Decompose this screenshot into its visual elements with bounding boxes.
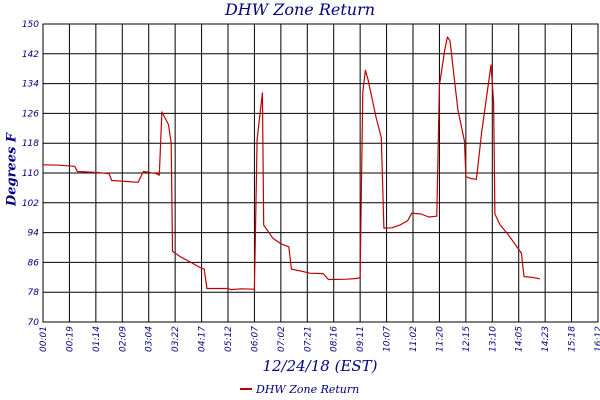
x-tick-label: 11:20 — [435, 326, 445, 352]
x-tick-label: 07:02 — [277, 326, 287, 352]
legend: DHW Zone Return — [240, 381, 359, 397]
x-tick-label: 15:18 — [568, 326, 578, 352]
x-tick-label: 12:15 — [462, 326, 472, 352]
x-tick-label: 07:21 — [303, 326, 313, 352]
y-tick-label: 110 — [22, 169, 39, 179]
x-tick-label: 09:11 — [356, 326, 366, 352]
plot-frame — [42, 23, 599, 323]
y-tick-label: 126 — [22, 109, 39, 119]
y-tick-label: 70 — [28, 318, 40, 328]
x-tick-label: 14:23 — [541, 326, 551, 352]
x-tick-label: 04:17 — [198, 326, 208, 352]
x-tick-label: 01:14 — [92, 326, 102, 352]
x-axis-label: 12/24/18 (EST) — [262, 357, 378, 375]
legend-label: DHW Zone Return — [256, 382, 360, 396]
x-tick-label: 16:12 — [594, 326, 600, 352]
x-tick-label: 00:01 — [39, 326, 49, 352]
y-tick-label: 94 — [28, 229, 40, 239]
x-tick-label: 02:09 — [118, 326, 128, 352]
x-tick-label: 00:19 — [65, 326, 75, 352]
y-tick-label: 150 — [22, 20, 39, 30]
x-tick-label: 05:12 — [224, 326, 234, 352]
x-tick-label: 10:07 — [383, 326, 393, 352]
chart-title: DHW Zone Return — [224, 0, 376, 19]
x-tick-label: 14:05 — [515, 326, 525, 352]
y-tick-label: 86 — [28, 258, 40, 268]
x-tick-label: 03:22 — [171, 326, 181, 352]
x-tick-label: 08:16 — [330, 326, 340, 352]
x-tick-label: 13:10 — [488, 326, 498, 352]
y-tick-label: 78 — [28, 288, 40, 298]
x-tick-label: 11:02 — [409, 326, 419, 352]
series-line — [42, 36, 541, 291]
y-tick-label: 134 — [22, 80, 39, 90]
y-tick-label: 102 — [22, 199, 39, 209]
legend-line-swatch — [240, 388, 252, 390]
x-tick-label: 03:04 — [145, 326, 155, 352]
y-tick-label: 142 — [22, 50, 39, 60]
y-tick-label: 118 — [22, 139, 39, 149]
x-tick-label: 06:07 — [250, 326, 260, 352]
